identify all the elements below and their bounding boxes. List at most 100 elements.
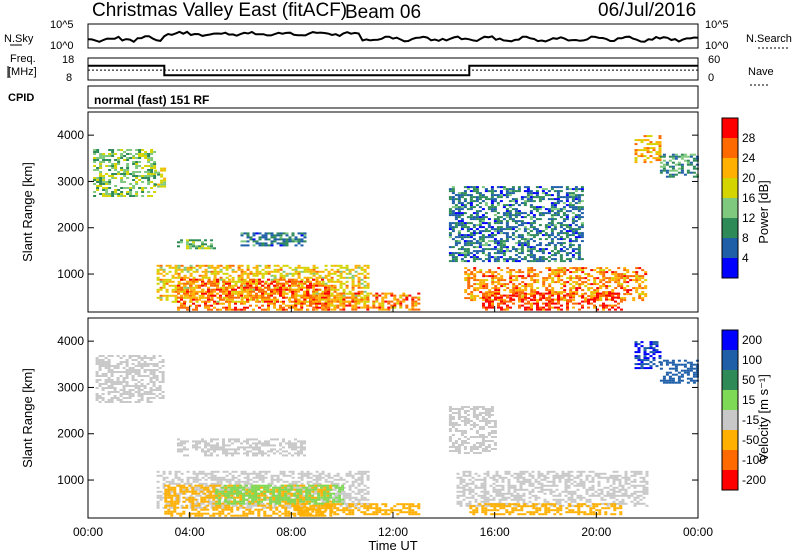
scatter-cell [222,504,226,507]
scatter-cell [309,284,312,287]
scatter-cell [261,288,264,291]
scatter-cell [581,304,584,307]
scatter-cell [192,288,196,291]
scatter-cell [99,153,103,155]
scatter-cell [183,276,187,279]
scatter-cell [535,228,539,231]
scatter-cell [550,258,554,261]
scatter-cell [569,294,572,297]
scatter-cell [279,274,283,277]
scatter-cell [577,210,581,213]
scatter-cell [225,300,228,303]
scatter-cell [448,196,452,199]
scatter-cell [231,286,235,289]
scatter-cell [590,287,594,290]
scatter-cell [137,373,141,375]
scatter-cell [186,482,190,485]
scatter-cell [167,512,171,515]
scatter-cell [473,275,477,278]
scatter-cell [559,226,563,229]
scatter-cell [536,279,540,282]
scatter-cell [526,190,530,193]
scatter-cell [556,194,560,197]
scatter-cell [469,222,473,225]
scatter-cell [125,365,129,367]
scatter-cell [505,190,509,193]
scatter-cell [276,288,279,291]
scatter-cell [345,272,349,275]
scatter-cell [236,514,240,517]
scatter-cell [135,149,139,151]
scatter-cell [637,149,641,152]
scatter-cell [494,287,498,290]
scatter-cell [366,308,370,311]
scatter-cell [499,226,503,229]
scatter-cell [156,288,160,291]
scatter-cell [236,502,240,505]
scatter-cell [146,391,150,393]
scatter-cell [161,391,165,393]
scatter-cell [554,291,558,294]
scatter-cell [463,244,467,247]
scatter-cell [297,264,301,267]
scatter-cell [620,277,624,280]
scatter-cell [571,204,575,207]
scatter-cell [303,298,307,301]
scatter-cell [210,272,214,275]
scatter-cell [98,361,102,363]
scatter-cell [231,476,235,479]
scatter-cell [548,275,552,278]
scatter-cell [521,291,525,294]
scatter-cell [195,506,199,509]
scatter-cell [614,304,617,307]
scatter-cell [644,287,648,290]
scatter-cell [122,391,126,393]
scatter-cell [366,276,370,279]
scatter-cell [569,283,573,286]
scatter-cell [254,508,258,511]
scatter-cell [536,287,540,290]
scatter-cell [213,504,217,507]
scatter-cell [526,198,530,201]
scatter-cell [200,514,204,517]
scatter-cell [207,294,210,297]
scatter-cell [163,181,167,184]
scatter-cell [357,492,361,495]
scatter-cell [571,194,575,197]
scatter-cell [674,169,678,172]
scatter-cell [360,286,364,289]
scatter-cell [499,190,503,193]
scatter-cell [360,482,364,485]
scatter-cell [372,306,376,309]
scatter-cell [228,472,232,475]
scatter-cell [475,212,479,215]
scatter-cell [243,284,247,287]
scatter-cell [466,254,470,257]
scatter-cell [216,286,219,289]
scatter-cell [195,290,199,293]
scatter-cell [203,496,207,499]
scatter-cell [339,280,343,283]
scatter-cell [551,269,555,272]
scatter-cell [505,246,509,249]
scatter-cell [472,258,476,261]
scatter-cell [186,292,189,295]
scatter-cell [107,365,111,367]
scatter-cell [312,284,315,287]
scatter-cell [354,492,358,495]
scatter-cell [224,508,228,511]
scatter-cell [538,206,542,209]
scatter-cell [518,300,521,303]
scatter-cell [240,300,244,303]
scatter-cell [544,238,548,241]
scatter-cell [470,285,474,288]
scatter-cell [571,200,575,203]
scatter-cell [503,285,507,288]
scatter-cell [514,230,518,233]
scatter-cell [107,363,111,365]
scatter-cell [505,234,509,237]
scatter-cell [476,279,480,282]
scatter-cell [689,155,693,158]
scatter-cell [192,282,195,285]
scatter-cell [123,155,127,157]
